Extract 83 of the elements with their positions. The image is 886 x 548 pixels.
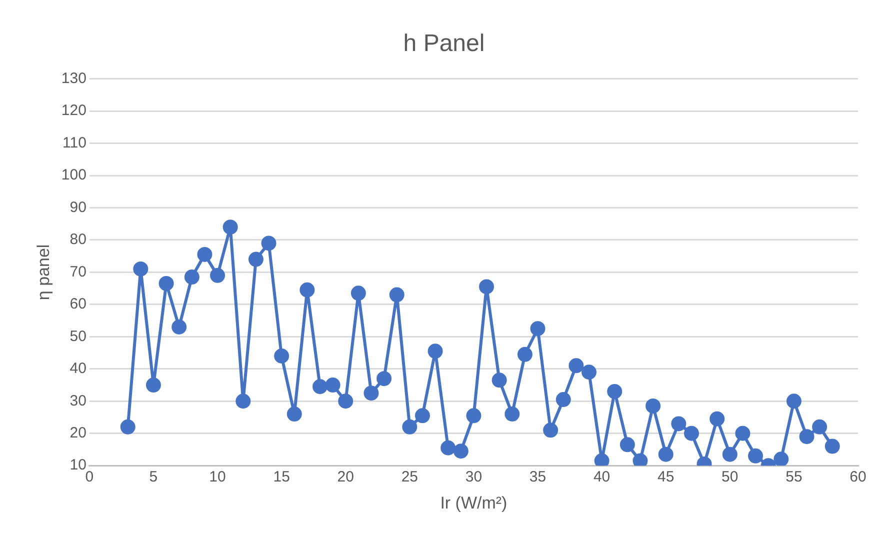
x-tick-label: 40 xyxy=(593,468,610,486)
x-tick-label: 35 xyxy=(529,468,546,486)
point xyxy=(428,344,443,359)
point xyxy=(684,426,699,441)
y-tick-label: 10 xyxy=(70,456,86,474)
x-axis-title: Ir (W/m²) xyxy=(440,493,508,512)
y-tick-label: 80 xyxy=(70,231,86,248)
point xyxy=(197,246,212,262)
point xyxy=(620,437,635,452)
point xyxy=(748,448,764,464)
point xyxy=(594,453,610,466)
y-tick-label: 50 xyxy=(70,328,86,345)
point xyxy=(824,438,840,454)
point xyxy=(735,426,750,441)
point xyxy=(389,287,404,302)
point xyxy=(364,386,379,401)
point xyxy=(300,282,315,298)
x-tick-label: 55 xyxy=(786,468,802,486)
point xyxy=(479,279,494,294)
y-axis-title: η panel xyxy=(34,244,53,300)
x-tick-label: 30 xyxy=(465,468,482,486)
point xyxy=(338,394,354,409)
point xyxy=(543,422,558,438)
point xyxy=(133,261,148,276)
point xyxy=(402,419,418,434)
x-tick-label: 5 xyxy=(149,468,158,486)
point xyxy=(325,378,340,393)
y-tick-label: 90 xyxy=(70,198,86,216)
point xyxy=(261,236,276,251)
point xyxy=(671,416,686,432)
chart-title: h Panel xyxy=(403,30,485,58)
point xyxy=(222,220,238,235)
point xyxy=(710,411,725,426)
x-tick-label: 0 xyxy=(85,468,94,486)
y-tick-label: 20 xyxy=(70,424,86,442)
x-tick-label: 60 xyxy=(850,468,866,486)
point xyxy=(786,394,802,409)
point xyxy=(248,252,264,267)
point xyxy=(722,446,738,462)
point xyxy=(568,358,584,374)
point xyxy=(530,321,546,336)
point xyxy=(632,453,648,466)
point xyxy=(774,452,789,466)
point xyxy=(812,419,828,434)
point xyxy=(582,364,596,380)
y-tick-label: 40 xyxy=(70,360,86,378)
point xyxy=(799,429,814,444)
point xyxy=(440,440,456,456)
point xyxy=(492,372,507,388)
point xyxy=(184,270,200,285)
y-tick-label: 100 xyxy=(61,166,86,184)
y-tick-label: 60 xyxy=(70,296,86,313)
x-tick-label: 10 xyxy=(209,468,226,486)
y-tick-label: 120 xyxy=(61,102,86,120)
point xyxy=(274,348,290,364)
x-tick-label: 50 xyxy=(722,468,738,486)
point xyxy=(210,268,226,283)
point xyxy=(466,408,482,424)
x-tick-label: 20 xyxy=(337,468,354,486)
point xyxy=(312,379,328,394)
point xyxy=(286,406,302,422)
point xyxy=(350,286,366,301)
x-tick-label: 45 xyxy=(658,468,674,486)
y-tick-label: 70 xyxy=(70,263,86,280)
point xyxy=(658,446,674,462)
point xyxy=(453,444,468,459)
point xyxy=(120,419,136,434)
y-tick-label: 110 xyxy=(62,134,86,152)
point xyxy=(556,392,571,408)
x-tick-label: 15 xyxy=(273,468,290,486)
point xyxy=(158,276,174,291)
point xyxy=(376,371,392,386)
point xyxy=(146,378,161,393)
point xyxy=(172,319,187,334)
point xyxy=(236,394,251,409)
point xyxy=(517,346,532,362)
y-tick-label: 30 xyxy=(70,392,86,410)
point xyxy=(607,384,622,399)
point xyxy=(414,408,430,424)
point xyxy=(504,406,520,422)
point xyxy=(646,398,661,414)
x-tick-label: 25 xyxy=(401,468,418,486)
y-tick-label: 130 xyxy=(61,70,86,87)
